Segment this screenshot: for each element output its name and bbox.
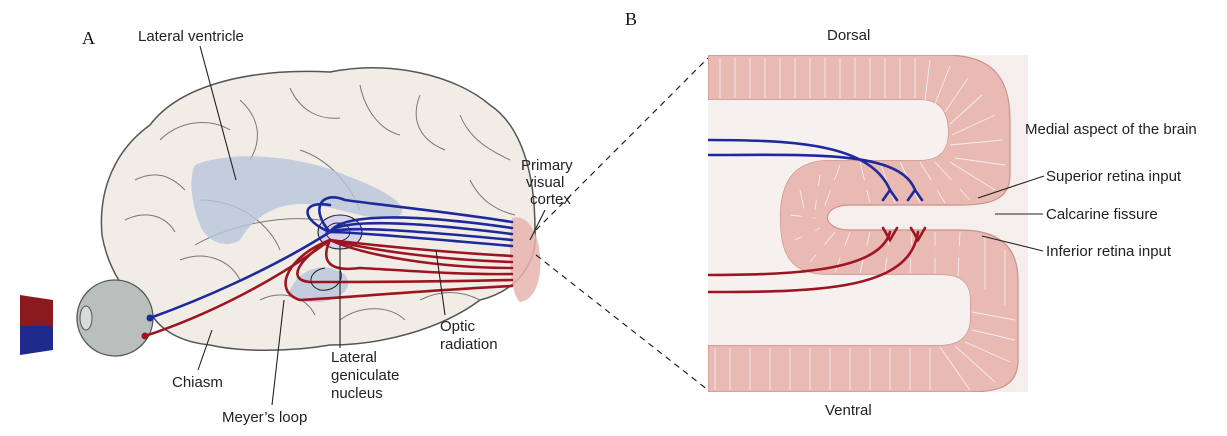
zoom-line-top bbox=[535, 57, 709, 231]
label-medial-aspect: Medial aspect of the brain bbox=[1025, 121, 1197, 138]
leader-meyers-loop bbox=[271, 299, 285, 406]
blue-fiber-2 bbox=[708, 153, 917, 192]
brain-gyri bbox=[124, 84, 516, 321]
upper-visual-field bbox=[20, 295, 53, 326]
leader-lateral-ventricle bbox=[199, 45, 237, 181]
blue-fiber-1 bbox=[708, 138, 892, 192]
leader-primary-visual-cortex bbox=[529, 209, 546, 241]
leader-superior-input bbox=[977, 175, 1045, 199]
leader-chiasm bbox=[197, 329, 213, 371]
lower-visual-field bbox=[20, 326, 53, 355]
lateral-ventricle-shape bbox=[191, 156, 403, 303]
label-primary-visual-cortex: Primary visual cortex bbox=[521, 157, 577, 208]
blue-pathway bbox=[148, 196, 514, 320]
blue-fork-2 bbox=[906, 187, 924, 202]
red-fiber-2 bbox=[708, 230, 920, 294]
blue-fork-1 bbox=[881, 187, 899, 202]
leader-optic-radiation bbox=[435, 249, 446, 316]
eye bbox=[76, 279, 154, 357]
primary-visual-cortex-shape bbox=[510, 217, 541, 302]
red-fork-2 bbox=[909, 226, 927, 243]
label-dorsal: Dorsal bbox=[827, 27, 870, 44]
red-fork-1 bbox=[881, 226, 899, 243]
label-lgn: Lateral geniculate nucleus bbox=[331, 349, 404, 402]
visual-field-square bbox=[20, 295, 53, 355]
zoom-line-bottom bbox=[535, 254, 709, 391]
panel-label-b: B bbox=[625, 9, 637, 29]
inner-gray-band bbox=[800, 180, 965, 258]
leader-inferior-input bbox=[981, 235, 1044, 252]
red-fiber-1 bbox=[708, 230, 892, 277]
cortex-section bbox=[708, 55, 1028, 392]
meyers-loop-shape bbox=[310, 267, 342, 291]
label-lateral-ventricle: Lateral ventricle bbox=[138, 28, 244, 45]
label-chiasm: Chiasm bbox=[172, 374, 223, 391]
label-meyers-loop: Meyer’s loop bbox=[222, 409, 307, 426]
label-inferior-input: Inferior retina input bbox=[1046, 243, 1172, 260]
cornea bbox=[79, 305, 93, 331]
label-superior-input: Superior retina input bbox=[1046, 168, 1182, 185]
label-ventral: Ventral bbox=[825, 402, 872, 419]
label-calcarine: Calcarine fissure bbox=[1046, 206, 1158, 223]
panel-label-a: A bbox=[82, 28, 95, 48]
red-pathway bbox=[143, 238, 514, 338]
label-optic-radiation: Optic radiation bbox=[440, 318, 498, 353]
white-matter bbox=[708, 100, 970, 345]
